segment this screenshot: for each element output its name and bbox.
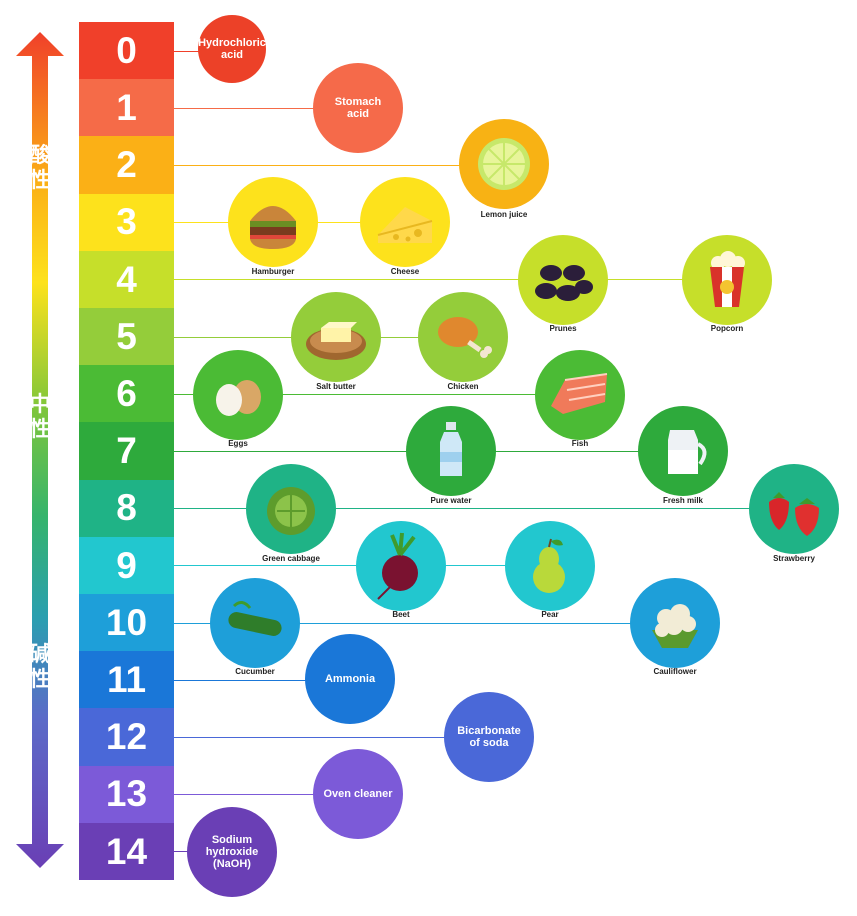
ammonia-circle: Ammonia — [305, 634, 395, 724]
ammonia-label: Ammonia — [324, 673, 376, 685]
pure-water-label: Pure water — [430, 496, 472, 505]
chicken-label: Chicken — [447, 382, 479, 391]
ph-value-2: 2 — [79, 136, 174, 195]
oven-cleaner-label: Oven cleaner — [323, 788, 393, 800]
eggs-circle — [193, 350, 283, 440]
bicarbonate-of-soda-label: Bicarbonate of soda — [457, 725, 521, 749]
ph-value-10: 10 — [79, 594, 174, 652]
stomach-acid-label: Stomach acid — [334, 96, 382, 120]
salt-butter-label: Salt butter — [316, 382, 356, 391]
chicken-circle — [418, 292, 508, 382]
cucumber-circle — [210, 578, 300, 668]
ph-value-11: 11 — [79, 651, 174, 709]
prunes-circle — [518, 235, 608, 325]
green-cabbage-circle — [246, 464, 336, 554]
ph-value-0: 0 — [79, 22, 174, 80]
connector-line-ph-10 — [174, 623, 675, 624]
acid-label: 酸性 — [29, 143, 51, 192]
prunes-label: Prunes — [549, 324, 577, 333]
fish-label: Fish — [571, 439, 589, 448]
cauliflower-label: Cauliflower — [653, 667, 697, 676]
fresh-milk-label: Fresh milk — [662, 496, 703, 505]
lemon-juice-circle — [459, 119, 549, 209]
ph-value-1: 1 — [79, 79, 174, 137]
neutral-label: 中性 — [29, 392, 51, 441]
strawberry-label: Strawberry — [773, 554, 815, 563]
lemon-juice-label: Lemon juice — [480, 210, 528, 219]
hydrochloric-acid-circle: Hydrochloric acid — [198, 15, 266, 83]
cheese-label: Cheese — [390, 267, 420, 276]
popcorn-label: Popcorn — [710, 324, 744, 333]
connector-line-ph-13 — [174, 794, 358, 795]
sodium-hydroxide-naoh-label: Sodium hydroxide (NaOH) — [205, 834, 259, 870]
cauliflower-circle — [630, 578, 720, 668]
ph-value-6: 6 — [79, 365, 174, 423]
fish-circle — [535, 350, 625, 440]
ph-value-8: 8 — [79, 479, 174, 538]
connector-line-ph-6 — [174, 394, 580, 395]
alkaline-label: 碱性 — [29, 642, 51, 691]
connector-line-ph-1 — [174, 108, 358, 109]
beet-label: Beet — [392, 610, 410, 619]
ph-value-12: 12 — [79, 708, 174, 767]
connector-line-ph-12 — [174, 737, 489, 738]
cheese-circle — [360, 177, 450, 267]
eggs-label: Eggs — [228, 439, 248, 448]
connector-line-ph-4 — [174, 279, 727, 280]
stomach-acid-circle: Stomach acid — [313, 63, 403, 153]
ph-value-3: 3 — [79, 193, 174, 252]
cucumber-label: Cucumber — [235, 667, 275, 676]
pure-water-circle — [406, 406, 496, 496]
oven-cleaner-circle: Oven cleaner — [313, 749, 403, 839]
fresh-milk-circle — [638, 406, 728, 496]
ph-value-9: 9 — [79, 536, 174, 595]
ph-value-14: 14 — [79, 822, 174, 881]
popcorn-circle — [682, 235, 772, 325]
ph-value-5: 5 — [79, 308, 174, 366]
salt-butter-circle — [291, 292, 381, 382]
beet-circle — [356, 521, 446, 611]
connector-line-ph-8 — [174, 508, 794, 509]
green-cabbage-label: Green cabbage — [262, 554, 320, 563]
bicarbonate-of-soda-circle: Bicarbonate of soda — [444, 692, 534, 782]
hamburger-label: Hamburger — [251, 267, 295, 276]
ph-value-7: 7 — [79, 422, 174, 481]
ph-value-13: 13 — [79, 765, 174, 824]
ph-gradient-arrow — [14, 30, 66, 870]
connector-line-ph-11 — [174, 680, 350, 681]
sodium-hydroxide-naoh-circle: Sodium hydroxide (NaOH) — [187, 807, 277, 897]
pear-circle — [505, 521, 595, 611]
ph-value-4: 4 — [79, 250, 174, 309]
pear-label: Pear — [541, 610, 559, 619]
strawberry-circle — [749, 464, 839, 554]
connector-line-ph-2 — [174, 165, 504, 166]
hamburger-circle — [228, 177, 318, 267]
hydrochloric-acid-label: Hydrochloric acid — [198, 37, 266, 61]
